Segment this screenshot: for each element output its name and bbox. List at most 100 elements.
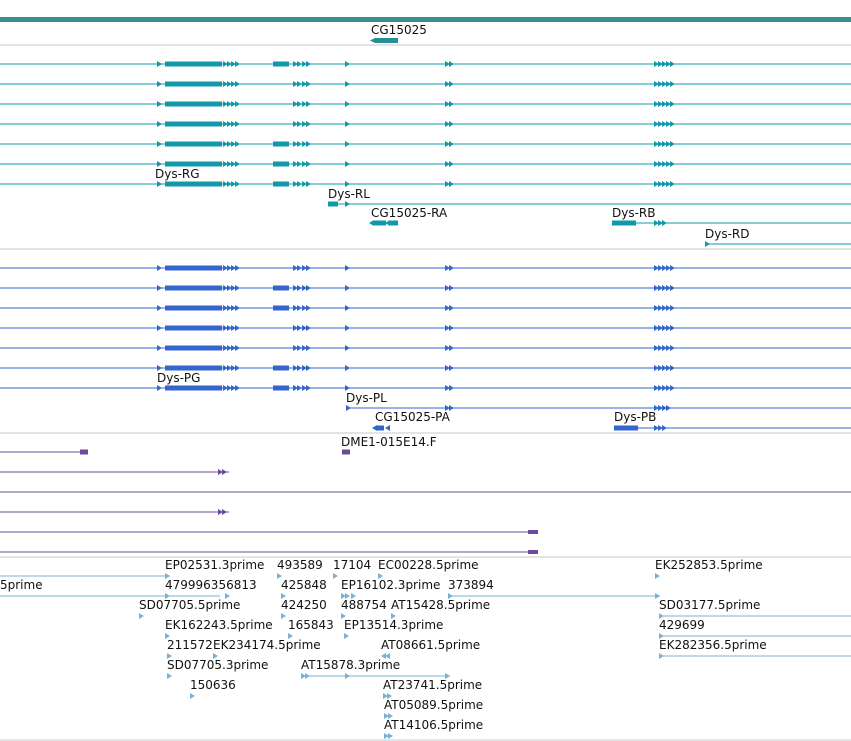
strand-arrow-icon (157, 161, 162, 167)
protein-label[interactable]: CG15025-PA (375, 410, 451, 424)
exon-block[interactable] (273, 305, 289, 311)
est-label[interactable]: AT23741.5prime (383, 678, 482, 692)
strand-arrow-icon (227, 325, 232, 331)
exon-block[interactable] (165, 61, 222, 67)
strand-arrow-icon (305, 673, 310, 679)
strand-arrow-icon (235, 385, 240, 391)
est-label[interactable]: EK252853.5prime (655, 558, 763, 572)
est-label[interactable]: 373894 (448, 578, 494, 592)
exon-block[interactable] (377, 425, 384, 431)
exon-block[interactable] (165, 81, 222, 87)
exon-block[interactable] (328, 201, 338, 207)
est-label[interactable]: SD03177.5prime (659, 598, 760, 612)
est-label[interactable]: 150636 (190, 678, 236, 692)
transcript-label[interactable]: Dys-RG (155, 167, 200, 181)
strand-arrow-icon (235, 121, 240, 127)
est-label[interactable]: EP13514.3prime (344, 618, 443, 632)
est-label[interactable]: 425848 (281, 578, 327, 592)
exon-block[interactable] (165, 325, 222, 331)
strand-arrow-icon (302, 101, 307, 107)
strand-arrow-icon (227, 161, 232, 167)
exon-block[interactable] (342, 449, 350, 455)
exon-block[interactable] (165, 385, 222, 391)
strand-arrow-icon (297, 141, 302, 147)
est-label[interactable]: 479996356813 (165, 578, 257, 592)
est-label[interactable]: EK234174.5prime (213, 638, 321, 652)
exon-block[interactable] (165, 265, 222, 271)
gene-feature[interactable] (375, 38, 398, 43)
exon-block[interactable] (273, 141, 289, 147)
strand-arrow-icon (281, 613, 286, 619)
strand-arrow-icon (670, 345, 675, 351)
exon-block[interactable] (390, 220, 398, 226)
exon-block[interactable] (165, 305, 222, 311)
est-label[interactable]: AT08661.5prime (381, 638, 480, 652)
exon-block[interactable] (528, 530, 538, 534)
strand-arrow-icon (157, 61, 162, 67)
est-label[interactable]: AT15878.3prime (301, 658, 400, 672)
strand-arrow-icon (654, 81, 659, 87)
est-label[interactable]: 165843 (288, 618, 334, 632)
exon-block[interactable] (165, 365, 222, 371)
strand-arrow-icon (293, 161, 298, 167)
strand-arrow-icon (658, 405, 663, 411)
protein-label[interactable]: Dys-PB (614, 410, 656, 424)
transcript-label[interactable]: Dys-RB (612, 206, 656, 220)
exon-block[interactable] (273, 61, 289, 67)
exon-block[interactable] (374, 220, 386, 226)
exon-block[interactable] (273, 365, 289, 371)
protein-label[interactable]: Dys-PL (346, 391, 387, 405)
est-label[interactable]: 17104 (333, 558, 371, 572)
est-label[interactable]: 493589 (277, 558, 323, 572)
strand-arrow-icon (658, 121, 663, 127)
strand-arrow-icon (654, 405, 659, 411)
gene-label[interactable]: CG15025 (371, 23, 427, 37)
est-label[interactable]: EC00228.5prime (378, 558, 479, 572)
transcript-label[interactable]: Dys-RL (328, 187, 370, 201)
exon-block[interactable] (165, 181, 222, 187)
exon-block[interactable] (612, 220, 636, 226)
strand-arrow-icon (223, 121, 228, 127)
est-label[interactable]: 424250 (281, 598, 327, 612)
est-label[interactable]: AT14106.5prime (384, 718, 483, 732)
strand-arrow-icon (658, 365, 663, 371)
exon-block[interactable] (165, 101, 222, 107)
est-label[interactable]: EP02531.3prime (165, 558, 264, 572)
oligo-label[interactable]: DME1-015E14.F (341, 435, 437, 449)
est-label[interactable]: 488754 (341, 598, 387, 612)
exon-block[interactable] (273, 285, 289, 291)
exon-block[interactable] (614, 425, 638, 431)
est-label[interactable]: SD07705.3prime (167, 658, 268, 672)
strand-arrow-icon (306, 305, 311, 311)
strand-arrow-icon (654, 161, 659, 167)
exon-block[interactable] (165, 345, 222, 351)
exon-block[interactable] (165, 141, 222, 147)
transcript-label[interactable]: CG15025-RA (371, 206, 448, 220)
exon-block[interactable] (528, 550, 538, 554)
est-label[interactable]: 429699 (659, 618, 705, 632)
exon-block[interactable] (80, 449, 88, 455)
protein-label[interactable]: Dys-PG (157, 371, 200, 385)
strand-arrow-icon (235, 101, 240, 107)
strand-arrow-icon (281, 593, 286, 599)
exon-block[interactable] (273, 181, 289, 187)
exon-block[interactable] (273, 385, 289, 391)
est-label[interactable]: 5prime (0, 578, 43, 592)
est-label[interactable]: AT05089.5prime (384, 698, 483, 712)
strand-arrow-icon (157, 81, 162, 87)
est-label[interactable]: EP16102.3prime (341, 578, 440, 592)
exon-block[interactable] (273, 161, 289, 167)
transcript-label[interactable]: Dys-RD (705, 227, 750, 241)
exon-block[interactable] (165, 121, 222, 127)
est-label[interactable]: AT15428.5prime (391, 598, 490, 612)
strand-arrow-icon (288, 633, 293, 639)
est-label[interactable]: 211572 (167, 638, 213, 652)
exon-block[interactable] (165, 161, 222, 167)
est-label[interactable]: SD07705.5prime (139, 598, 240, 612)
est-label[interactable]: EK282356.5prime (659, 638, 767, 652)
est-label[interactable]: EK162243.5prime (165, 618, 273, 632)
strand-arrow-icon (302, 265, 307, 271)
strand-arrow-icon (235, 265, 240, 271)
strand-arrow-icon (654, 385, 659, 391)
exon-block[interactable] (165, 285, 222, 291)
